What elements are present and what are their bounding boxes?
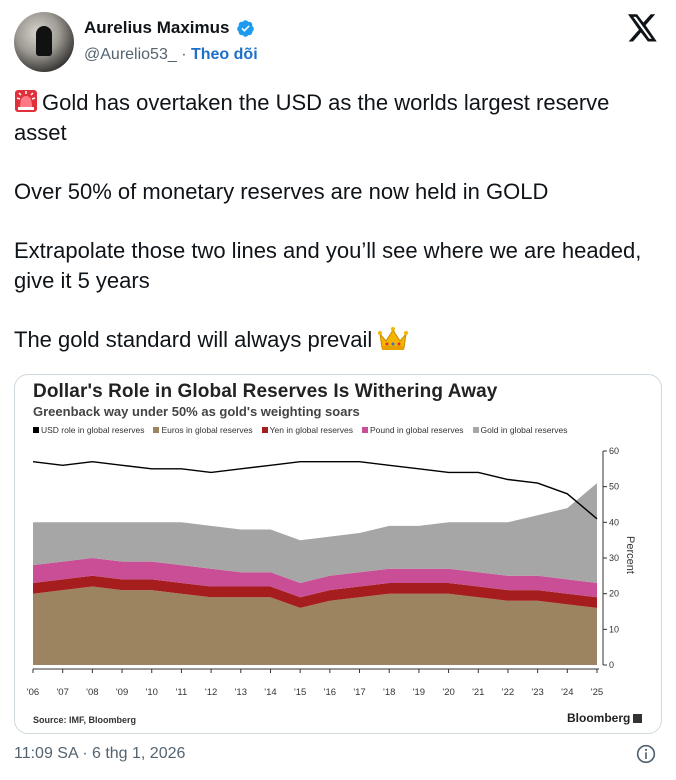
tweet-line-3: Extrapolate those two lines and you’ll s…: [14, 238, 642, 293]
follow-button[interactable]: Theo dõi: [190, 46, 258, 63]
verified-badge-icon: [236, 19, 254, 37]
x-tick-label-0: '06: [27, 687, 39, 698]
tweet-line-4: The gold standard will always prevail: [14, 327, 373, 352]
author-handle-row: @Aurelio53_ · Theo dõi: [84, 46, 258, 64]
author-name[interactable]: Aurelius Maximus: [84, 18, 230, 37]
legend-swatch-gold: [472, 427, 479, 433]
legend-euro: Euros in global reserves: [153, 425, 253, 435]
legend-pound: Pound in global reserves: [361, 425, 464, 435]
legend-swatch-yen: [261, 427, 268, 433]
y-tick-label-2: 40: [609, 517, 619, 527]
tweet-text: Gold has overtaken the USD as the worlds…: [14, 88, 654, 384]
info-icon[interactable]: [636, 744, 656, 764]
chart-plot: 60 50 40 30 20 10 0 Percent '06 '07 '08 '09 '10 '11 '1…: [27, 446, 636, 698]
separator: ·: [181, 46, 187, 63]
chart-brand: Bloomberg: [567, 711, 643, 725]
y-tick-label-0: 60: [609, 446, 619, 456]
x-tick-label-6: '12: [205, 687, 217, 698]
x-tick-label-2: '08: [86, 687, 98, 698]
legend-usd: USD role in global reserves: [33, 425, 144, 435]
x-tick-label-4: '10: [146, 687, 158, 698]
y-axis-label: Percent: [624, 536, 636, 574]
legend-yen: Yen in global reserves: [261, 425, 353, 435]
legend-swatch-usd: [33, 427, 39, 433]
usd-line: [32, 460, 598, 520]
chart-subtitle: Greenback way under 50% as gold's weight…: [33, 404, 360, 419]
x-tick-label-1: '07: [56, 687, 68, 698]
legend-swatch-euro: [153, 427, 160, 433]
author-name-row[interactable]: Aurelius Maximus: [84, 18, 255, 38]
x-tick-label-14: '20: [442, 687, 454, 698]
x-tick-label-15: '21: [472, 687, 484, 698]
area-series-2: [33, 558, 597, 598]
chart-source: Source: IMF, Bloomberg: [33, 715, 137, 725]
area-series-0: [33, 586, 597, 665]
x-tick-label-8: '14: [264, 687, 276, 698]
chart-legend: USD role in global reserves Euros in glo…: [33, 425, 567, 435]
x-tick-label-16: '22: [502, 687, 514, 698]
area-series-3: [33, 483, 597, 583]
tweet-line-2: Over 50% of monetary reserves are now he…: [14, 179, 549, 204]
bloomberg-logo-icon: [633, 713, 643, 723]
chart-image-card[interactable]: Dollar's Role in Global Reserves Is With…: [14, 374, 662, 734]
x-tick-label-5: '11: [176, 687, 188, 698]
x-tick-label-10: '16: [324, 687, 336, 698]
x-tick-label-17: '23: [531, 687, 543, 698]
x-tick-label-12: '18: [383, 687, 395, 698]
x-logo-icon[interactable]: [628, 14, 658, 42]
author-handle[interactable]: @Aurelio53_: [84, 46, 177, 63]
chart-title: Dollar's Role in Global Reserves Is With…: [33, 381, 498, 402]
crown-emoji-icon: [378, 327, 409, 350]
legend-swatch-pound: [361, 427, 368, 433]
x-tick-label-7: '13: [235, 687, 247, 698]
x-tick-label-9: '15: [294, 687, 306, 698]
x-tick-label-18: '24: [561, 687, 573, 698]
y-tick-label-5: 10: [609, 624, 619, 634]
tweet-timestamp[interactable]: 11:09 SA · 6 thg 1, 2026: [14, 745, 186, 762]
legend-gold: Gold in global reserves: [472, 425, 567, 435]
x-tick-label-11: '17: [353, 687, 365, 698]
y-tick-label-6: 0: [609, 660, 614, 670]
y-tick-label-1: 50: [609, 482, 619, 492]
avatar[interactable]: [14, 12, 74, 72]
area-series-1: [33, 575, 597, 608]
y-tick-label-3: 30: [609, 553, 619, 563]
y-tick-label-4: 20: [609, 589, 619, 599]
x-tick-label-19: '25: [591, 687, 603, 698]
x-tick-label-13: '19: [413, 687, 425, 698]
x-tick-label-3: '09: [116, 687, 128, 698]
siren-emoji-icon: [15, 90, 37, 112]
tweet-line-1: Gold has overtaken the USD as the worlds…: [14, 90, 610, 145]
